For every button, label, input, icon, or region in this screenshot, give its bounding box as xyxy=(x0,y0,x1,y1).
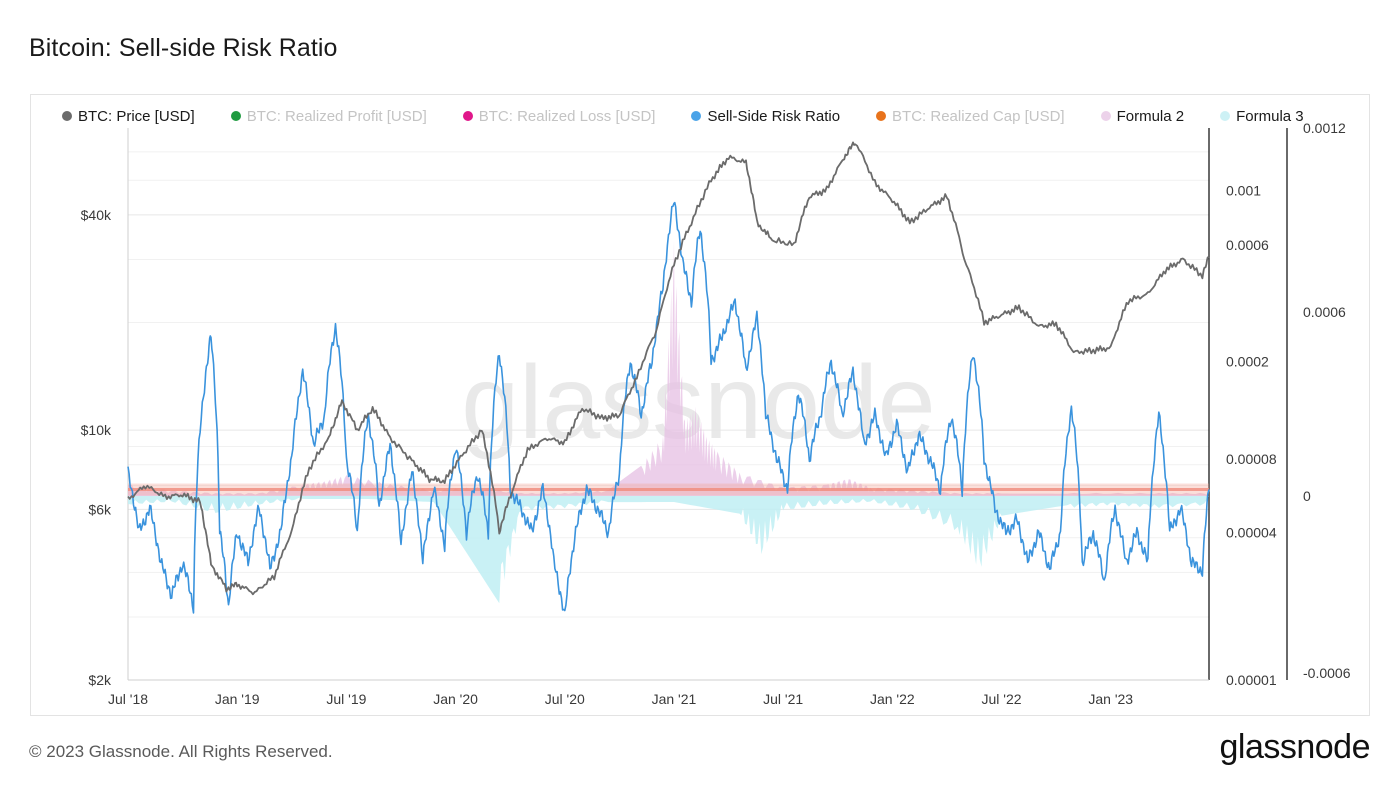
sell-side-risk-ratio-line xyxy=(127,201,1210,614)
legend-item-3[interactable]: Sell-Side Risk Ratio xyxy=(691,108,840,125)
btc-price-line xyxy=(127,141,1210,596)
legend-item-1[interactable]: BTC: Realized Profit [USD] xyxy=(230,107,427,125)
price-tick-label: $6k xyxy=(88,501,112,517)
legend-label: Sell-Side Risk Ratio xyxy=(707,107,841,125)
footer-copyright: © 2023 Glassnode. All Rights Reserved. xyxy=(29,742,333,761)
x-tick-label: Jan '20 xyxy=(433,691,478,707)
legend: BTC: Price [USD] BTC: Realized Profit [US… xyxy=(62,105,1340,127)
glassnode-logo[interactable]: glassnode xyxy=(1219,728,1370,766)
ssr-tick-label: 0.001 xyxy=(1226,182,1261,198)
legend-item-6[interactable]: Formula 3 xyxy=(1220,108,1304,125)
legend-dot-icon xyxy=(462,111,473,121)
legend-label: Formula 2 xyxy=(1116,107,1185,125)
legend-label: BTC: Realized Loss [USD] xyxy=(478,107,656,125)
price-tick-label: $10k xyxy=(81,422,112,438)
chart-panel xyxy=(30,94,1370,716)
x-tick-label: Jul '21 xyxy=(763,691,803,707)
legend-label: BTC: Realized Cap [USD] xyxy=(892,107,1065,125)
price-tick-label: $40k xyxy=(81,207,112,223)
formula-tick-label: 0.0012 xyxy=(1303,120,1346,136)
legend-dot-icon xyxy=(876,111,887,121)
legend-label: Formula 3 xyxy=(1236,107,1304,125)
legend-item-0[interactable]: BTC: Price [USD] xyxy=(62,108,195,125)
price-tick-label: $2k xyxy=(88,672,112,688)
legend-dot-icon xyxy=(1100,111,1111,121)
ssr-tick-label: 0.00001 xyxy=(1226,672,1277,688)
ssr-tick-label: 0.0006 xyxy=(1226,237,1269,253)
x-tick-label: Jul '22 xyxy=(982,691,1022,707)
x-tick-label: Jan '19 xyxy=(215,691,260,707)
x-tick-label: Jul '19 xyxy=(326,691,366,707)
ssr-tick-label: 0.0002 xyxy=(1226,354,1269,370)
formula-tick-label: 0.0006 xyxy=(1303,304,1346,320)
legend-label: BTC: Realized Profit [USD] xyxy=(246,107,427,125)
formula-3-area xyxy=(128,496,1209,604)
x-tick-label: Jul '20 xyxy=(545,691,585,707)
formula-2-area xyxy=(128,241,1209,496)
legend-dot-icon xyxy=(1220,111,1231,121)
legend-dot-icon xyxy=(62,111,72,121)
legend-label: BTC: Price [USD] xyxy=(78,107,195,125)
x-tick-label: Jul '18 xyxy=(108,691,148,707)
legend-item-2[interactable]: BTC: Realized Loss [USD] xyxy=(462,107,656,125)
x-tick-label: Jan '23 xyxy=(1088,691,1133,707)
x-tick-label: Jan '22 xyxy=(870,691,915,707)
ssr-tick-label: 0.00004 xyxy=(1226,525,1277,541)
ssr-tick-label: 0.00008 xyxy=(1226,451,1277,467)
legend-item-4[interactable]: BTC: Realized Cap [USD] xyxy=(876,108,1065,125)
legend-dot-icon xyxy=(691,111,702,121)
legend-dot-icon xyxy=(230,111,241,121)
chart-title: Bitcoin: Sell-side Risk Ratio xyxy=(29,34,338,62)
x-tick-label: Jan '21 xyxy=(652,691,697,707)
formula-tick-label: 0 xyxy=(1303,488,1311,504)
formula-tick-label: -0.0006 xyxy=(1303,665,1351,681)
legend-item-5[interactable]: Formula 2 xyxy=(1100,107,1185,125)
